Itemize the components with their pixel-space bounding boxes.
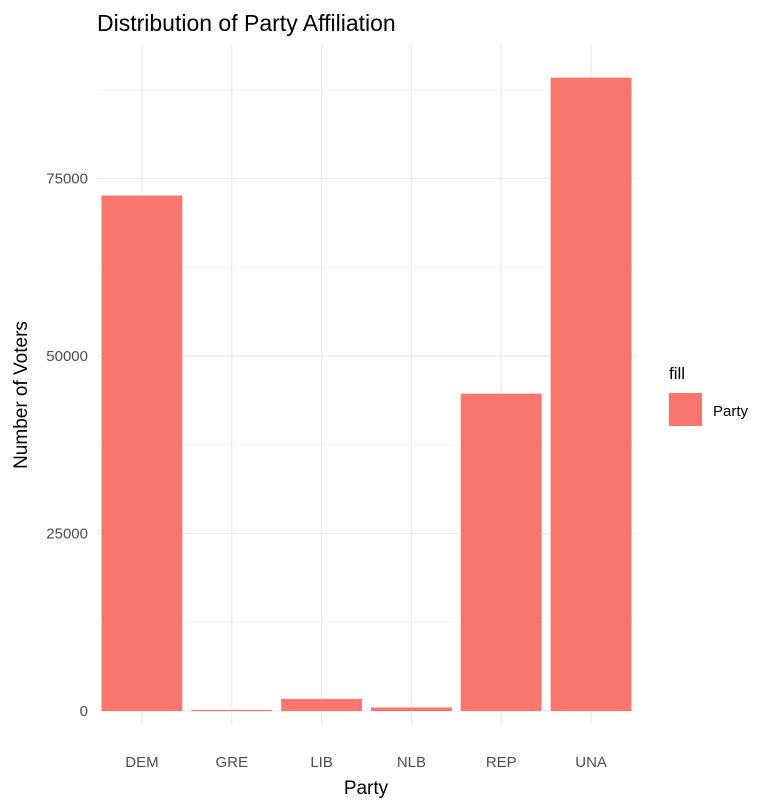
bar-dem [101,195,183,712]
bar-rep [460,393,542,711]
bar-una [550,77,632,712]
bar-lib [281,698,363,711]
y-tick-label: 75000 [46,171,88,188]
x-tick-label: NLB [397,754,426,771]
x-tick-label: GRE [215,754,248,771]
y-axis-ticks: 0 25000 50000 75000 [46,171,88,721]
bar-nlb [370,707,452,711]
x-axis-title: Party [344,778,389,799]
x-axis-ticks: DEM GRE LIB NLB REP UNA [125,754,607,771]
x-tick-label: REP [486,754,517,771]
legend-key-party [669,393,702,426]
y-axis-title: Number of Voters [11,321,32,469]
x-tick-label: DEM [125,754,158,771]
y-tick-label: 50000 [46,348,88,365]
bars [101,77,632,712]
chart-title: Distribution of Party Affiliation [97,10,396,36]
legend: fill Party [669,364,749,426]
y-tick-label: 0 [80,703,88,720]
legend-label-party: Party [713,403,749,420]
legend-title: fill [669,364,685,383]
bar-gre [191,709,273,711]
y-tick-label: 25000 [46,526,88,543]
x-tick-label: LIB [310,754,333,771]
x-tick-label: UNA [575,754,607,771]
